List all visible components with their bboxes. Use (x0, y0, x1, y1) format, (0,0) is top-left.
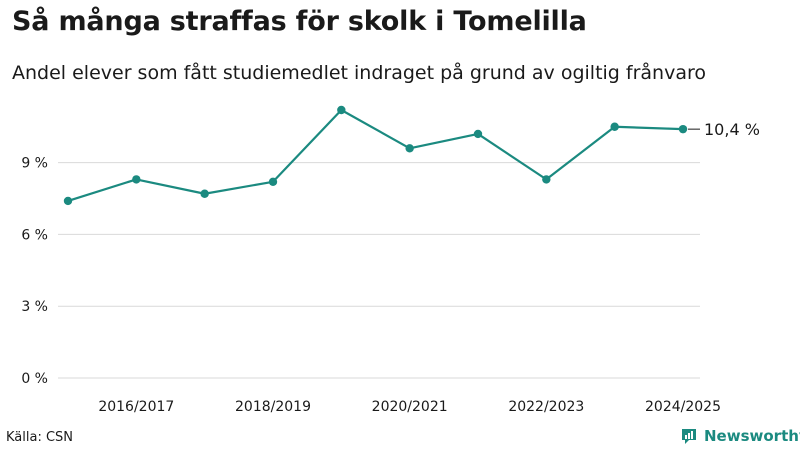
chart-title: Så många straffas för skolk i Tomelilla (12, 6, 587, 37)
x-tick-label: 2020/2021 (372, 399, 448, 415)
x-tick-label: 2022/2023 (508, 399, 584, 415)
end-value-label: 10,4 % (704, 120, 760, 139)
chart-subtitle: Andel elever som fått studiemedlet indra… (12, 62, 706, 84)
data-point (268, 177, 278, 186)
x-tick-label: 2018/2019 (235, 399, 311, 415)
y-tick-label: 9 % (21, 156, 48, 172)
series-line (67, 108, 684, 202)
data-point (473, 129, 483, 139)
data-point (200, 189, 209, 198)
data-point (132, 175, 141, 184)
y-tick-label: 3 % (21, 299, 48, 315)
source-note: Källa: CSN (6, 430, 74, 445)
y-tick-label: 0 % (21, 371, 48, 387)
data-point (678, 124, 688, 134)
brand-name: Newsworthy (704, 427, 800, 445)
x-tick-label: 2016/2017 (98, 399, 174, 415)
brand-logo: Newsworthy (680, 427, 800, 445)
data-point (405, 144, 414, 153)
y-tick-label: 6 % (21, 227, 48, 243)
data-point (610, 122, 619, 131)
data-point (542, 175, 551, 184)
newsworthy-logo-icon (682, 429, 696, 444)
x-tick-label: 2024/2025 (645, 399, 721, 415)
data-point (337, 105, 346, 115)
data-point (63, 196, 73, 206)
